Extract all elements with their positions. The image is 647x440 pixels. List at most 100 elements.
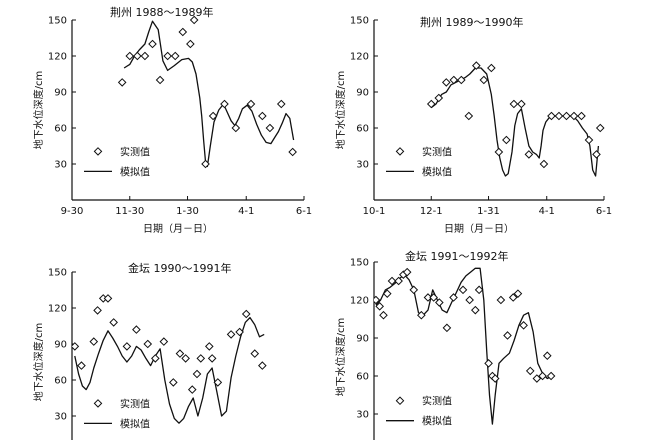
y-tick-label: 30 [54, 412, 67, 423]
legend-observed-label: 实测值 [422, 395, 452, 408]
observed-point [539, 159, 549, 169]
legend-simulated-label: 模拟值 [422, 415, 452, 428]
observed-point [554, 111, 564, 121]
observed-point [442, 323, 452, 333]
observed-point [542, 351, 552, 361]
y-axis-title: 地下水位深度/cm [32, 71, 45, 150]
observed-point [132, 325, 141, 334]
observed-point [503, 331, 512, 340]
observed-point [89, 337, 99, 346]
observed-point [140, 51, 150, 61]
x-tick-label: 4-1 [238, 206, 254, 217]
legend-observed-label: 实测值 [120, 145, 150, 158]
observed-point [409, 285, 419, 295]
observed-point [519, 321, 528, 330]
observed-point [479, 75, 489, 85]
observed-point [258, 111, 267, 121]
series-simulated [430, 67, 600, 177]
y-tick-label: 60 [356, 372, 369, 383]
y-tick-label: 60 [356, 124, 369, 135]
observed-point [441, 78, 451, 87]
observed-point [584, 135, 594, 145]
observed-point [595, 123, 605, 133]
panel-jingzhou-1989-1990: 荆州 1989～1990年 地下水位深度/cm 日期（月－日） 实测值 模拟值 … [334, 15, 612, 235]
observed-point [458, 285, 468, 295]
y-tick-label: 60 [54, 124, 67, 135]
simulated-line [375, 267, 553, 425]
observed-point [524, 150, 534, 159]
panel-jingzhou-1988-1989: 荆州 1988～1989年 地下水位深度/cm 日期（月－日） 实测值 模拟值 … [32, 5, 312, 235]
observed-point [133, 51, 142, 61]
observed-point [434, 93, 444, 103]
x-tick-label: 1-30 [176, 206, 199, 217]
observed-point [196, 354, 206, 363]
observed-point [117, 78, 127, 87]
observed-point [402, 267, 412, 277]
simulated-line [430, 67, 600, 177]
observed-point [426, 99, 436, 109]
y-tick-label: 90 [356, 88, 369, 99]
observed-point [546, 371, 556, 381]
y-tick-label: 90 [356, 334, 369, 345]
series-simulated [375, 267, 553, 425]
observed-point [143, 339, 153, 349]
panel-title: 荆州 1988～1989年 [110, 5, 214, 19]
observed-point [148, 39, 157, 49]
observed-point [513, 289, 523, 298]
observed-point [155, 75, 165, 85]
observed-point [532, 374, 542, 383]
observed-point [93, 306, 102, 315]
observed-point [525, 366, 535, 376]
y-tick-label: 120 [48, 52, 67, 63]
simulated-line [74, 316, 265, 424]
observed-point [538, 371, 547, 381]
observed-point [189, 15, 199, 25]
panel-jintan-1990-1991: 金坛 1990～1991年 地下水位深度/cm 实测值 模拟值 30 60 90 12… [32, 261, 267, 440]
observed-point [375, 302, 384, 311]
observed-point [250, 349, 260, 358]
series-observed [374, 267, 556, 383]
observed-point [169, 378, 178, 387]
y-tick-label: 90 [54, 340, 67, 351]
series-simulated [74, 316, 265, 424]
x-tick-label: 4-1 [539, 206, 555, 217]
observed-point [208, 111, 218, 121]
observed-point [178, 27, 188, 37]
observed-point [464, 111, 474, 121]
observed-point [394, 276, 403, 286]
observed-point [449, 293, 458, 302]
observed-point [490, 374, 500, 383]
observed-point [187, 385, 197, 394]
observed-point [429, 293, 438, 302]
observed-point [151, 354, 160, 363]
observed-point [474, 285, 484, 295]
observed-point [175, 349, 185, 358]
observed-point [577, 111, 586, 121]
observed-point [496, 295, 506, 305]
observed-point [484, 359, 493, 368]
legend-simulated-label: 模拟值 [120, 165, 150, 178]
observed-point [592, 150, 601, 159]
y-tick-label: 150 [350, 258, 369, 269]
observed-point [374, 295, 381, 305]
observed-point [472, 61, 481, 70]
y-axis-title: 地下水位深度/cm [32, 323, 45, 402]
observed-point [72, 342, 80, 351]
observed-point [569, 111, 579, 121]
observed-point [494, 147, 504, 157]
y-tick-label: 120 [48, 304, 67, 315]
legend-simulated-label: 模拟值 [422, 165, 452, 178]
x-tick-label: 12-1 [420, 206, 443, 217]
observed-point [423, 293, 433, 302]
observed-point [192, 369, 202, 379]
observed-point [449, 75, 459, 85]
observed-point [207, 354, 217, 363]
observed-point [288, 147, 297, 157]
legend-observed-marker [93, 147, 103, 156]
observed-point [265, 123, 275, 133]
observed-point [382, 289, 392, 298]
observed-point [163, 51, 172, 61]
x-tick-label: 10-1 [363, 206, 386, 217]
x-tick-label: 6-1 [596, 206, 612, 217]
observed-point [241, 309, 251, 319]
